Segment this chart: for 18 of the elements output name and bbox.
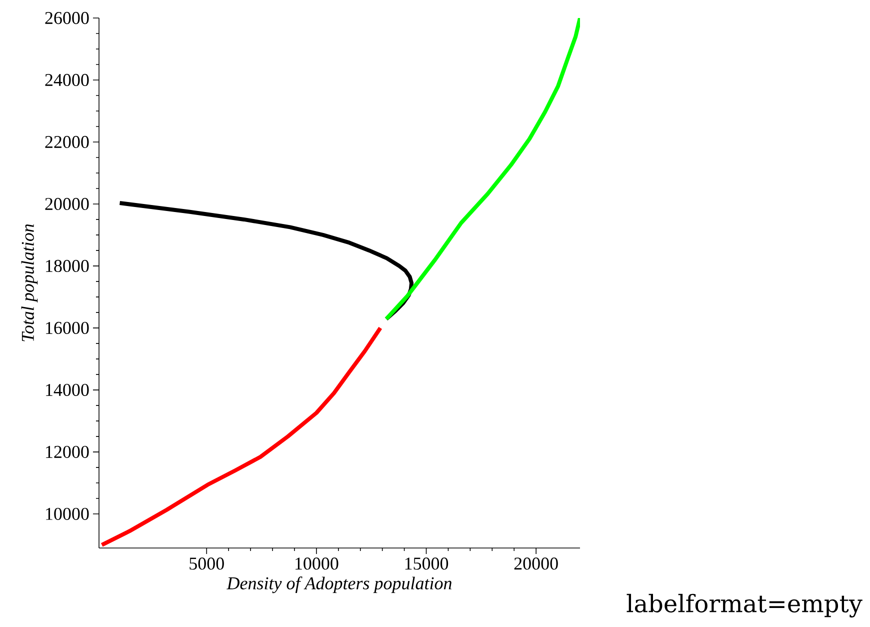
y-tick-label: 18000 [46,260,89,272]
line-series [384,18,580,321]
x-axis-title: Density of Adopters population [226,576,452,594]
x-tick-label: 10000 [296,558,338,570]
y-tick-label: 14000 [46,384,89,396]
x-tick-label: 15000 [405,558,448,570]
x-tick-label: 20000 [514,558,558,570]
line-series [100,326,382,547]
y-tick-label: 22000 [45,136,89,148]
y-tick-label: 26000 [45,12,89,24]
y-tick-label: 16000 [46,322,89,334]
text: labelformat=empty [626,594,862,618]
x-tick-label: 5000 [190,558,224,570]
y-tick-label: 10000 [46,508,89,520]
y-tick-label: 24000 [45,74,89,86]
y-tick-label: 20000 [45,198,89,210]
y-tick-label: 12000 [46,446,89,458]
y-axis-title: Total population [21,224,38,342]
